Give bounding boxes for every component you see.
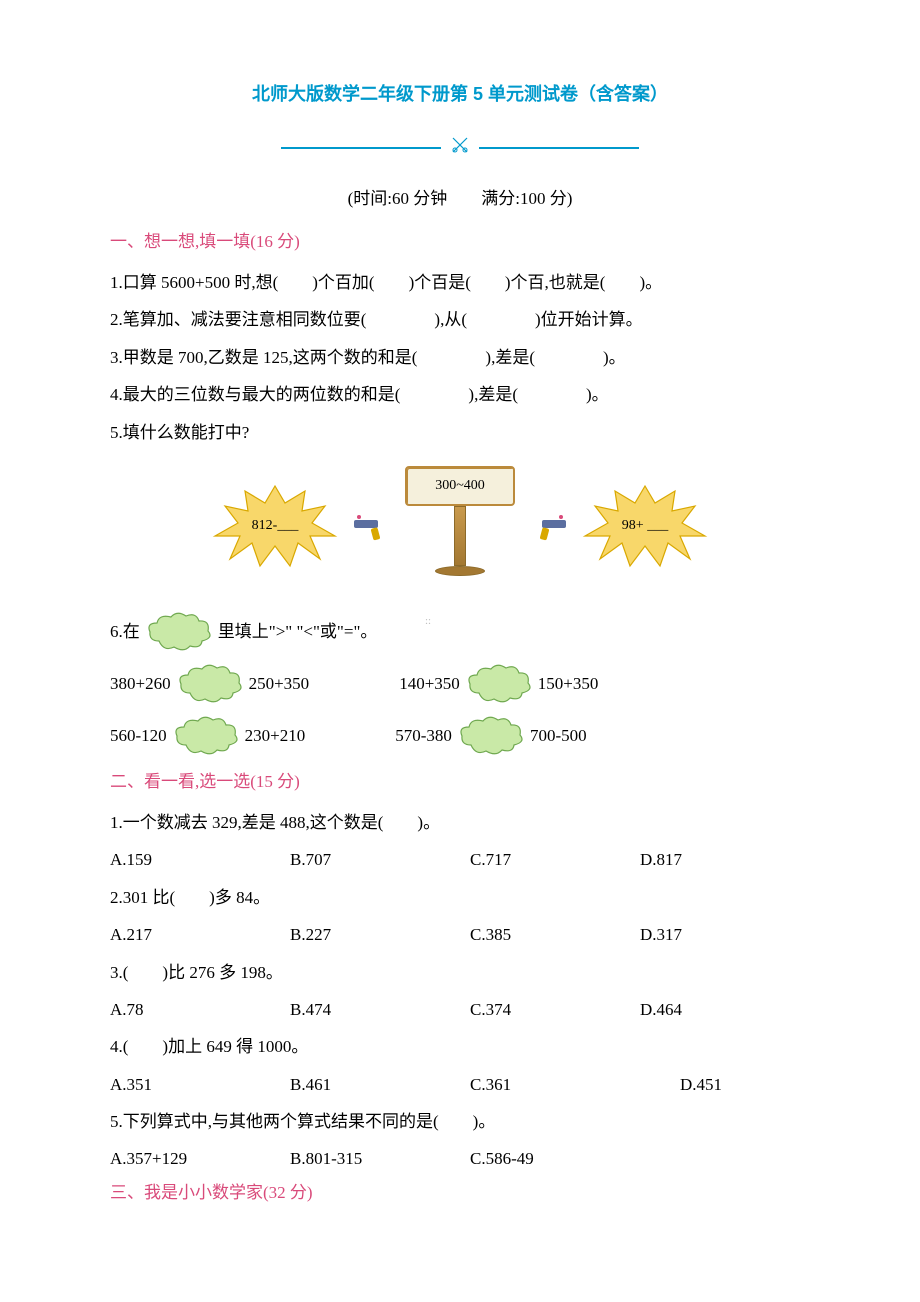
divider: [110, 136, 810, 159]
q2-3-D: D.464: [640, 991, 682, 1028]
sign-text: 300~400: [435, 478, 485, 494]
exam-meta: (时间:60 分钟 满分:100 分): [110, 184, 810, 209]
sign-post: [454, 506, 466, 566]
compare-row-1: 380+260 250+350 140+350 150+350: [110, 663, 810, 705]
q2-1-A: A.159: [110, 841, 290, 878]
burst-right-label: 98+ ___: [622, 518, 668, 534]
q1-3: 3.甲数是 700,乙数是 125,这两个数的和是( ),差是( )。: [110, 339, 810, 376]
q2-1-D: D.817: [640, 841, 682, 878]
q6-pre: 6.在: [110, 613, 140, 650]
q1-1: 1.口算 5600+500 时,想( )个百加( )个百是( )个百,也就是( …: [110, 264, 810, 301]
cloud-icon: [144, 611, 214, 653]
scissors-icon: [451, 136, 469, 159]
target-signpost: 300~400: [400, 466, 520, 586]
cmp-1b-left: 140+350: [399, 665, 460, 702]
q2-4-A: A.351: [110, 1066, 290, 1103]
q2-2-D: D.317: [640, 916, 682, 953]
q2-2-opts: A.217 B.227 C.385 D.317: [110, 916, 810, 953]
section-2-header: 二、看一看,选一选(15 分): [110, 767, 810, 792]
section-3-points: (32 分): [263, 1183, 313, 1202]
watermark: ::: [425, 615, 431, 627]
divider-line-right: [479, 147, 639, 149]
q1-5: 5.填什么数能打中?: [110, 414, 810, 451]
section-1-title: 一、想一想,填一填: [110, 232, 250, 251]
q2-5-opts: A.357+129 B.801-315 C.586-49: [110, 1140, 810, 1177]
cmp-2a-right: 230+210: [245, 717, 306, 754]
q2-3-C: C.374: [470, 991, 640, 1028]
q2-5-A: A.357+129: [110, 1140, 290, 1177]
divider-line-left: [281, 147, 441, 149]
sign-base: [435, 566, 485, 576]
q2-4-C: C.361: [470, 1066, 640, 1103]
q2-1-C: C.717: [470, 841, 640, 878]
q2-3-B: B.474: [290, 991, 470, 1028]
section-3-header: 三、我是小小数学家(32 分): [110, 1178, 810, 1203]
q5-illustration: 812-___ 300~400 98+ ___: [110, 466, 810, 586]
section-2-points: (15 分): [250, 772, 300, 791]
q2-2-A: A.217: [110, 916, 290, 953]
speech-burst-left: 812-___: [210, 481, 340, 571]
cmp-2b-right: 700-500: [530, 717, 587, 754]
compare-row-2: 560-120 230+210 570-380 700-500: [110, 715, 810, 757]
q2-2-B: B.227: [290, 916, 470, 953]
cmp-1a-left: 380+260: [110, 665, 171, 702]
title-text: 北师大版数学二年级下册第 5 单元测试卷（含答案）: [252, 84, 668, 104]
q2-2-C: C.385: [470, 916, 640, 953]
section-1-header: 一、想一想,填一填(16 分): [110, 227, 810, 252]
speech-burst-right: 98+ ___: [580, 481, 710, 571]
q2-4-B: B.461: [290, 1066, 470, 1103]
section-3-title: 三、我是小小数学家: [110, 1183, 263, 1202]
gun-icon-right: [530, 506, 570, 546]
cmp-1a-right: 250+350: [249, 665, 310, 702]
q1-2: 2.笔算加、减法要注意相同数位要( ),从( )位开始计算。: [110, 301, 810, 338]
cloud-icon: [456, 715, 526, 757]
q1-6: 6.在 里填上">" "<"或"="。: [110, 611, 810, 653]
section-2-title: 二、看一看,选一选: [110, 772, 250, 791]
sign-board: 300~400: [405, 466, 515, 506]
q2-1: 1.一个数减去 329,差是 488,这个数是( )。: [110, 804, 810, 841]
q2-5-C: C.586-49: [470, 1140, 640, 1177]
q2-5-B: B.801-315: [290, 1140, 470, 1177]
cloud-icon: [175, 663, 245, 705]
q1-4: 4.最大的三位数与最大的两位数的和是( ),差是( )。: [110, 376, 810, 413]
cloud-icon: [464, 663, 534, 705]
burst-left-label: 812-___: [252, 518, 299, 534]
q2-2: 2.301 比( )多 84。: [110, 879, 810, 916]
q2-3-opts: A.78 B.474 C.374 D.464: [110, 991, 810, 1028]
q2-1-opts: A.159 B.707 C.717 D.817: [110, 841, 810, 878]
page-title: 北师大版数学二年级下册第 5 单元测试卷（含答案）: [110, 80, 810, 106]
cmp-2a-left: 560-120: [110, 717, 167, 754]
q6-post: 里填上">" "<"或"="。: [218, 613, 378, 650]
q2-3: 3.( )比 276 多 198。: [110, 954, 810, 991]
q2-3-A: A.78: [110, 991, 290, 1028]
cmp-1b-right: 150+350: [538, 665, 599, 702]
q2-4: 4.( )加上 649 得 1000。: [110, 1028, 810, 1065]
gun-icon-left: [350, 506, 390, 546]
q2-4-opts: A.351 B.461 C.361 D.451: [110, 1066, 810, 1103]
section-1-points: (16 分): [250, 232, 300, 251]
cmp-2b-left: 570-380: [395, 717, 452, 754]
q2-4-D: D.451: [680, 1066, 722, 1103]
q2-1-B: B.707: [290, 841, 470, 878]
cloud-icon: [171, 715, 241, 757]
q2-5: 5.下列算式中,与其他两个算式结果不同的是( )。: [110, 1103, 810, 1140]
